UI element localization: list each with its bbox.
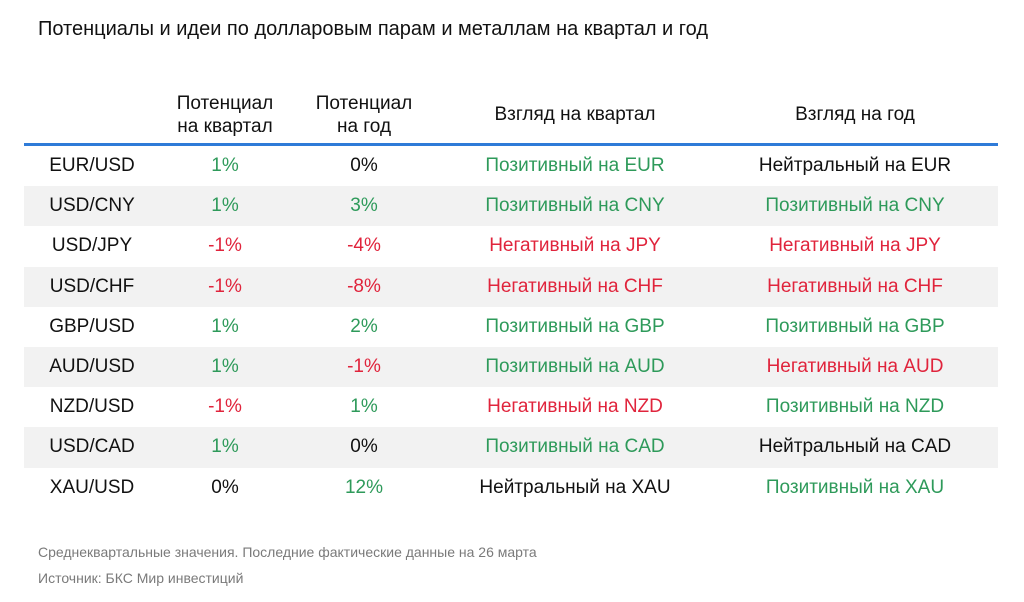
cell-quarter-potential: 1% (211, 155, 239, 177)
cell-quarter-potential: 1% (211, 315, 239, 337)
cell-year-potential: -1% (290, 346, 438, 388)
cell-pair: USD/CAD (24, 427, 160, 468)
cell-year-view: Позитивный на NZD (765, 396, 945, 418)
cell-pair: AUD/USD (24, 346, 160, 388)
table-row: GBP/USD 1% 2% Позитивный на GBP Позитивн… (24, 307, 998, 347)
cell-year-potential: 12% (344, 476, 384, 498)
table-row: USD/CNY 1% 3% Позитивный на CNY Позитивн… (24, 186, 998, 227)
cell-year-potential: 3% (290, 186, 438, 227)
header-quarter-view: Взгляд на квартал (438, 86, 712, 146)
cell-quarter-view: Позитивный на GBP (485, 315, 665, 337)
cell-quarter-potential: -1% (160, 266, 290, 307)
table-header-row: Потенциал на квартал Потенциал на год Вз… (24, 86, 998, 146)
header-year-potential-line2: на год (336, 115, 392, 137)
cell-year-view: Позитивный на GBP (765, 315, 945, 337)
cell-quarter-view: Позитивный на CAD (438, 427, 712, 468)
header-pair (24, 86, 160, 146)
cell-year-view: Позитивный на CNY (712, 186, 998, 227)
page-title: Потенциалы и идеи по долларовым парам и … (38, 18, 708, 40)
footnote-averages: Среднеквартальные значения. Последние фа… (38, 544, 537, 560)
cell-year-potential: -8% (290, 266, 438, 307)
table-row: AUD/USD 1% -1% Позитивный на AUD Негатив… (24, 346, 998, 388)
table-body: EUR/USD 1% 0% Позитивный на EUR Нейтраль… (24, 145, 998, 508)
table-row: USD/CHF -1% -8% Негативный на CHF Негати… (24, 266, 998, 307)
header-quarter-potential-line1: Потенциал (176, 92, 274, 114)
cell-year-potential: 0% (350, 155, 378, 177)
cell-year-view: Позитивный на XAU (765, 476, 945, 498)
header-year-potential-line1: Потенциал (315, 92, 413, 114)
cell-quarter-potential: -1% (208, 235, 242, 257)
cell-pair: USD/CHF (24, 266, 160, 307)
cell-quarter-view: Негативный на JPY (489, 235, 661, 257)
header-quarter-potential-line2: на квартал (177, 115, 273, 137)
cell-year-view: Нейтральный на EUR (758, 155, 952, 177)
cell-year-view: Негативный на JPY (769, 235, 941, 257)
cell-quarter-view: Позитивный на AUD (438, 346, 712, 388)
cell-quarter-potential: -1% (208, 396, 242, 418)
cell-quarter-potential: 1% (160, 186, 290, 227)
header-year-view: Взгляд на год (712, 86, 998, 146)
cell-quarter-view: Негативный на CHF (438, 266, 712, 307)
forecast-table: Потенциал на квартал Потенциал на год Вз… (24, 86, 998, 508)
cell-quarter-potential: 1% (160, 427, 290, 468)
cell-quarter-potential: 1% (160, 346, 290, 388)
table-row: USD/JPY -1% -4% Негативный на JPY Негати… (24, 226, 998, 266)
table-row: NZD/USD -1% 1% Негативный на NZD Позитив… (24, 387, 998, 427)
table-row: USD/CAD 1% 0% Позитивный на CAD Нейтраль… (24, 427, 998, 468)
table-row: EUR/USD 1% 0% Позитивный на EUR Нейтраль… (24, 145, 998, 187)
cell-year-potential: 1% (350, 396, 378, 418)
cell-pair: EUR/USD (49, 155, 135, 177)
cell-pair: GBP/USD (49, 315, 135, 337)
table-row: XAU/USD 0% 12% Нейтральный на XAU Позити… (24, 468, 998, 508)
cell-quarter-view: Негативный на NZD (487, 396, 663, 418)
header-quarter-potential: Потенциал на квартал (160, 86, 290, 146)
cell-year-view: Негативный на AUD (712, 346, 998, 388)
cell-quarter-view: Позитивный на CNY (438, 186, 712, 227)
cell-pair: USD/CNY (24, 186, 160, 227)
cell-pair: NZD/USD (49, 396, 135, 418)
cell-year-potential: -4% (347, 235, 381, 257)
cell-year-potential: 0% (290, 427, 438, 468)
cell-pair: USD/JPY (51, 235, 133, 257)
cell-quarter-view: Позитивный на EUR (485, 155, 665, 177)
cell-year-view: Негативный на CHF (712, 266, 998, 307)
cell-quarter-potential: 0% (211, 476, 239, 498)
cell-year-potential: 2% (350, 315, 378, 337)
cell-pair: XAU/USD (49, 476, 135, 498)
header-year-potential: Потенциал на год (290, 86, 438, 146)
cell-quarter-view: Нейтральный на XAU (479, 476, 671, 498)
cell-year-view: Нейтральный на CAD (712, 427, 998, 468)
footnote-source: Источник: БКС Мир инвестиций (38, 570, 244, 586)
